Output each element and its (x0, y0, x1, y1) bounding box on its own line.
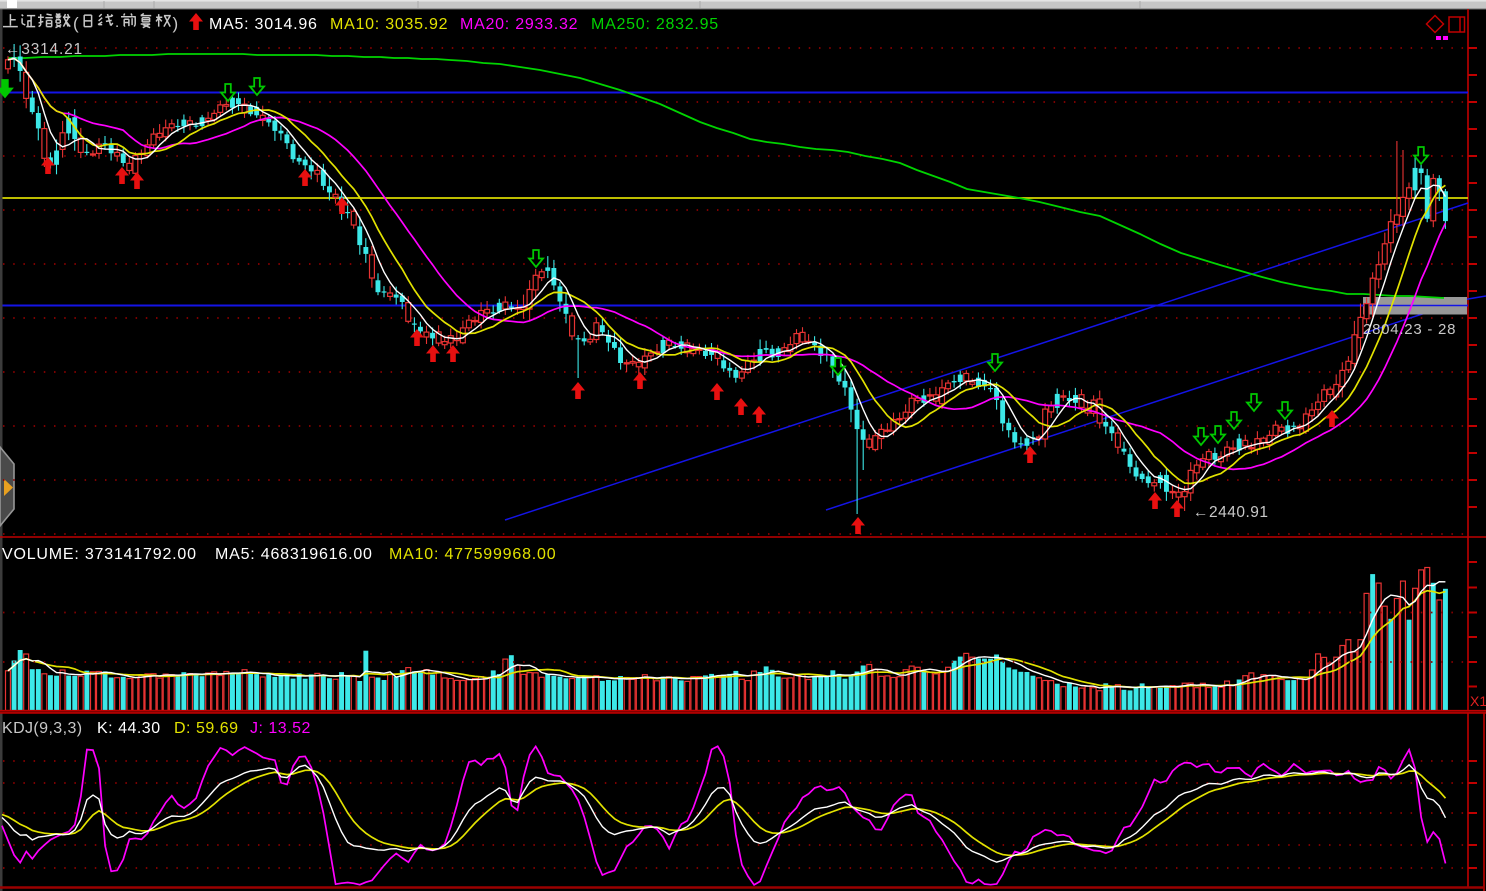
svg-text:D: 59.69: D: 59.69 (174, 720, 238, 737)
svg-text:2804.23 - 28: 2804.23 - 28 (1363, 321, 1456, 338)
svg-text:KDJ(9,3,3): KDJ(9,3,3) (2, 720, 82, 737)
svg-text:(: ( (73, 14, 79, 33)
svg-text:MA5: 3014.96: MA5: 3014.96 (209, 16, 318, 33)
svg-text:MA10: 3035.92: MA10: 3035.92 (330, 16, 448, 33)
svg-text:←3314.21: ←3314.21 (5, 41, 83, 58)
svg-text:MA10: 477599968.00: MA10: 477599968.00 (389, 546, 556, 563)
svg-text:.: . (115, 14, 119, 31)
svg-text:←2440.91: ←2440.91 (1193, 504, 1269, 521)
svg-text:X1: X1 (1470, 693, 1486, 709)
svg-text:K: 44.30: K: 44.30 (97, 720, 161, 737)
svg-text:MA250: 2832.95: MA250: 2832.95 (591, 16, 719, 33)
svg-text:VOLUME: 373141792.00: VOLUME: 373141792.00 (2, 546, 197, 563)
svg-text:): ) (173, 14, 179, 33)
svg-text:MA20: 2933.32: MA20: 2933.32 (460, 16, 578, 33)
svg-text:J: 13.52: J: 13.52 (250, 720, 311, 737)
svg-text:MA5: 468319616.00: MA5: 468319616.00 (215, 546, 373, 563)
